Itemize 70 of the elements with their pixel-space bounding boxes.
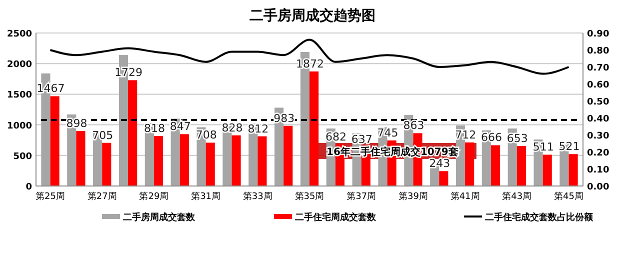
data-label: 818 [144, 122, 165, 135]
legend-label: 二手房周成交套数 [123, 212, 196, 223]
y2-tick-label: 0.00 [587, 182, 610, 192]
y-tick-label: 0 [26, 182, 32, 192]
x-tick-label: 第31周 [191, 191, 221, 202]
y2-tick-label: 0.40 [587, 114, 610, 124]
bar [232, 135, 241, 186]
bar [50, 96, 60, 186]
y2-tick-label: 0.50 [587, 98, 610, 108]
data-label: 682 [325, 130, 346, 144]
x-tick-label: 第41周 [450, 191, 480, 202]
data-label: 847 [170, 120, 191, 134]
data-label: 511 [532, 140, 554, 154]
y2-tick-label: 0.60 [587, 80, 610, 90]
y-tick-label: 1500 [6, 90, 32, 101]
y2-tick-label: 0.80 [587, 46, 610, 56]
x-tick-label: 第39周 [398, 191, 428, 202]
bar [568, 154, 578, 186]
y-tick-label: 1000 [6, 121, 32, 132]
data-label: 712 [455, 128, 476, 142]
y-tick-label: 2000 [6, 60, 32, 70]
data-label: 705 [92, 128, 114, 142]
data-label: 666 [481, 131, 502, 144]
bar [102, 142, 112, 186]
y2-tick-label: 0.30 [587, 132, 610, 142]
data-label: 1729 [114, 66, 143, 80]
bar [465, 142, 474, 186]
x-tick-label: 第37周 [346, 191, 376, 202]
x-tick-label: 第43周 [502, 191, 532, 202]
data-label: 983 [274, 112, 295, 125]
y2-tick-label: 0.20 [587, 148, 610, 158]
legend-label: 二手住宅成交套数占比份额 [485, 212, 594, 223]
x-tick-label: 第33周 [242, 191, 272, 202]
x-tick-label: 第45周 [554, 191, 584, 202]
bar [128, 80, 138, 186]
data-label: 708 [196, 128, 217, 142]
line-series [49, 38, 570, 75]
data-label: 745 [377, 126, 398, 140]
data-label: 863 [403, 119, 424, 132]
bar [439, 171, 448, 186]
y-tick-label: 2500 [6, 30, 32, 40]
data-label: 1872 [296, 57, 324, 70]
bar [542, 154, 552, 186]
y-tick-label: 500 [13, 152, 32, 162]
data-label: 653 [506, 132, 528, 146]
data-label: 812 [248, 122, 269, 136]
data-label: 828 [222, 121, 243, 134]
legend-label: 二手住宅周成交套数 [295, 212, 377, 223]
bar [154, 136, 164, 186]
bar [206, 142, 215, 186]
data-label: 898 [66, 117, 88, 130]
y2-tick-label: 0.10 [587, 166, 610, 176]
data-label: 637 [351, 133, 372, 146]
y2-tick-label: 0.90 [587, 30, 610, 40]
bar [284, 126, 293, 186]
x-tick-label: 第29周 [139, 191, 169, 202]
bar [258, 136, 267, 186]
bar [490, 145, 500, 186]
bar [516, 146, 526, 186]
data-label: 243 [429, 157, 450, 170]
bar [310, 71, 319, 186]
x-tick-label: 第35周 [294, 191, 324, 202]
bar [76, 131, 86, 186]
x-tick-label: 第27周 [87, 191, 117, 202]
x-tick-label: 第25周 [36, 191, 65, 202]
data-label: 1467 [36, 82, 65, 96]
data-label: 521 [558, 140, 580, 154]
chart-title: 二手房周成交趋势图 [250, 7, 376, 24]
y2-tick-label: 0.70 [587, 64, 610, 74]
bar [180, 134, 189, 186]
